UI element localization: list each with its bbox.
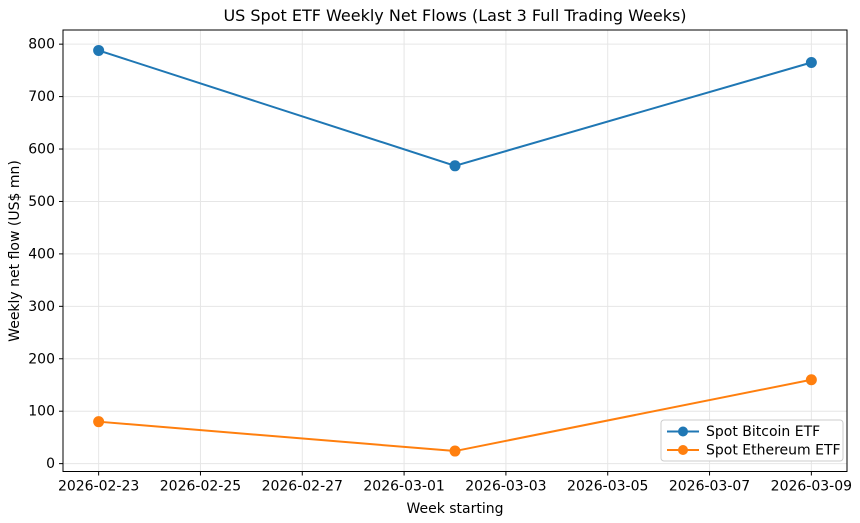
y-tick-label: 600 bbox=[28, 142, 55, 158]
plot-border bbox=[62, 29, 848, 472]
x-tick-label: 2026-02-25 bbox=[160, 479, 241, 495]
x-tick-label: 2026-03-09 bbox=[771, 479, 852, 495]
x-tick-label: 2026-02-23 bbox=[58, 479, 139, 495]
legend: Spot Bitcoin ETF Spot Ethereum ETF bbox=[660, 419, 844, 462]
x-tick-label: 2026-03-03 bbox=[465, 479, 546, 495]
data-point-marker bbox=[805, 57, 817, 69]
data-point-marker bbox=[449, 445, 461, 457]
y-tick-label: 200 bbox=[28, 351, 55, 367]
tick-layer: 0 100 200 300 400 500 600 700 800 2026-02-23 2026-… bbox=[28, 37, 852, 495]
y-tick-label: 300 bbox=[28, 299, 55, 315]
data-point-marker bbox=[93, 44, 105, 56]
x-tick-label: 2026-03-01 bbox=[363, 479, 444, 495]
y-tick-label: 800 bbox=[28, 37, 55, 53]
y-tick-label: 0 bbox=[46, 456, 55, 472]
x-tick-label: 2026-02-27 bbox=[262, 479, 343, 495]
y-tick-label: 400 bbox=[28, 246, 55, 262]
chart-title: US Spot ETF Weekly Net Flows (Last 3 Ful… bbox=[223, 6, 686, 25]
series-layer bbox=[93, 44, 817, 457]
series-line-0 bbox=[98, 49, 812, 167]
data-point-marker bbox=[805, 374, 817, 386]
data-point-marker bbox=[449, 160, 461, 172]
legend-box bbox=[660, 419, 844, 462]
x-axis-label: Week starting bbox=[406, 501, 503, 517]
legend-marker-bitcoin-icon bbox=[678, 426, 688, 437]
legend-label-bitcoin: Spot Bitcoin ETF bbox=[706, 424, 820, 440]
y-tick-label: 500 bbox=[28, 194, 55, 210]
legend-label-ethereum: Spot Ethereum ETF bbox=[706, 443, 841, 459]
y-tick-label: 100 bbox=[28, 404, 55, 420]
data-point-marker bbox=[93, 416, 105, 428]
grid-layer bbox=[63, 30, 847, 472]
x-tick-label: 2026-03-07 bbox=[669, 479, 750, 495]
x-tick-label: 2026-03-05 bbox=[567, 479, 648, 495]
legend-marker-ethereum-icon bbox=[678, 445, 688, 455]
y-tick-label: 700 bbox=[28, 89, 55, 105]
y-axis-label: Weekly net flow (US$ mn) bbox=[7, 160, 23, 342]
